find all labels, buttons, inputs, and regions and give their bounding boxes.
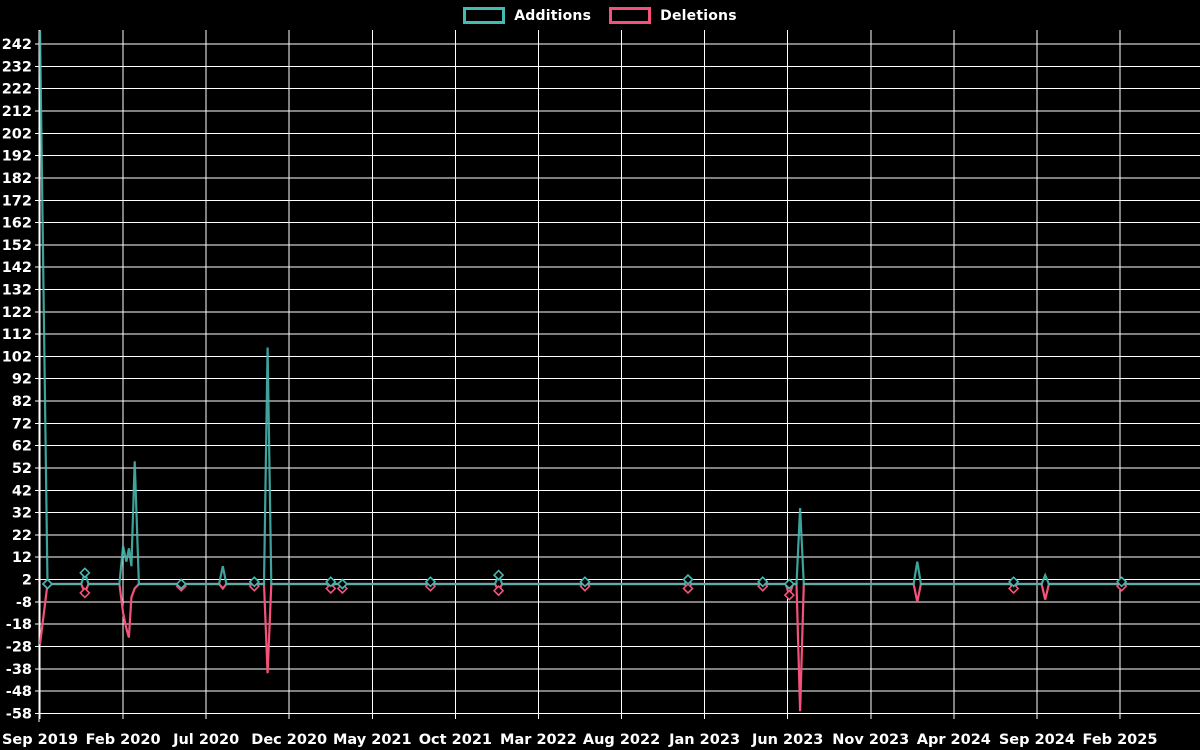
svg-text:132: 132 [2,283,32,299]
svg-text:Jun 2023: Jun 2023 [751,732,823,748]
svg-text:Sep 2024: Sep 2024 [999,732,1075,748]
svg-text:222: 222 [2,82,32,98]
svg-text:Nov 2023: Nov 2023 [832,732,909,748]
svg-text:Mar 2022: Mar 2022 [500,732,577,748]
legend-item-deletions[interactable]: Deletions [609,7,737,24]
svg-text:Jul 2020: Jul 2020 [172,732,239,748]
svg-text:Apr 2024: Apr 2024 [917,732,991,748]
svg-text:242: 242 [2,37,32,53]
svg-text:112: 112 [2,327,32,343]
svg-text:102: 102 [2,349,32,365]
svg-text:142: 142 [2,260,32,276]
svg-text:-38: -38 [6,662,32,678]
legend-label-additions: Additions [514,7,592,24]
legend-item-additions[interactable]: Additions [463,7,591,24]
svg-text:Dec 2020: Dec 2020 [251,732,327,748]
svg-text:52: 52 [12,461,32,477]
svg-text:Feb 2025: Feb 2025 [1083,732,1158,748]
svg-text:-48: -48 [6,684,32,700]
svg-text:Jan 2023: Jan 2023 [668,732,740,748]
svg-text:-28: -28 [6,639,32,655]
svg-text:62: 62 [12,439,32,455]
svg-text:Feb 2020: Feb 2020 [86,732,161,748]
svg-text:162: 162 [2,216,32,232]
svg-text:202: 202 [2,126,32,142]
svg-text:192: 192 [2,149,32,165]
svg-text:152: 152 [2,238,32,254]
svg-text:212: 212 [2,104,32,120]
svg-text:Sep 2019: Sep 2019 [2,732,78,748]
svg-text:12: 12 [12,550,32,566]
svg-text:182: 182 [2,171,32,187]
svg-text:72: 72 [12,416,32,432]
svg-text:122: 122 [2,305,32,321]
svg-text:-8: -8 [16,595,32,611]
svg-text:232: 232 [2,59,32,75]
additions-swatch-icon [463,7,506,24]
svg-text:92: 92 [12,372,32,388]
svg-text:32: 32 [12,506,32,522]
svg-text:42: 42 [12,483,32,499]
svg-text:22: 22 [12,528,32,544]
svg-text:2: 2 [22,573,32,589]
svg-text:May 2021: May 2021 [333,732,412,748]
svg-text:-18: -18 [6,617,32,633]
svg-text:172: 172 [2,193,32,209]
svg-text:Oct 2021: Oct 2021 [419,732,492,748]
chart-legend: Additions Deletions [0,7,1200,24]
svg-text:Aug 2022: Aug 2022 [583,732,660,748]
legend-label-deletions: Deletions [660,7,737,24]
svg-text:82: 82 [12,394,32,410]
deletions-swatch-icon [609,7,652,24]
svg-text:-58: -58 [6,706,32,722]
